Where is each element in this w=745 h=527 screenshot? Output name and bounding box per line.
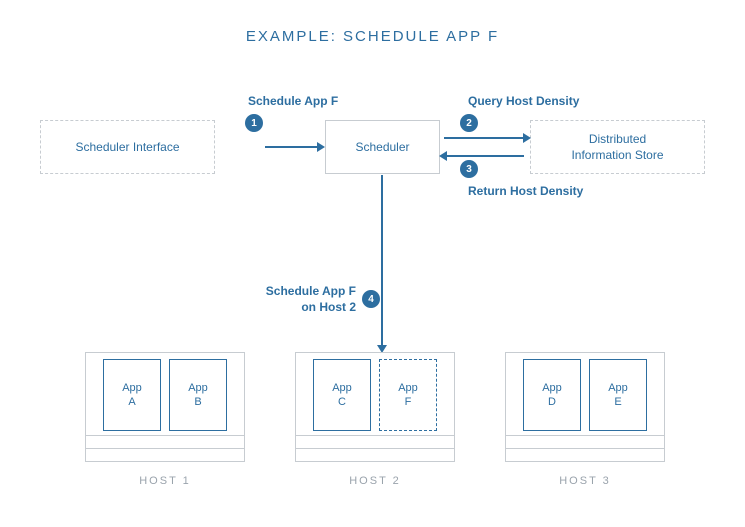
app-box: App A — [103, 359, 161, 431]
edge-label-1: Schedule App F — [248, 94, 338, 110]
edge-label-4: Schedule App F on Host 2 — [264, 284, 356, 315]
edge-label-2: Query Host Density — [468, 94, 579, 110]
step-badge-1: 1 — [245, 114, 263, 132]
app-box: App C — [313, 359, 371, 431]
app-box: App B — [169, 359, 227, 431]
host-label: HOST 3 — [505, 475, 665, 487]
app-box: App F — [379, 359, 437, 431]
node-scheduler: Scheduler — [325, 120, 440, 174]
app-box: App D — [523, 359, 581, 431]
host-label: HOST 1 — [85, 475, 245, 487]
step-badge-3: 3 — [460, 160, 478, 178]
step-badge-2: 2 — [460, 114, 478, 132]
diagram-title: EXAMPLE: SCHEDULE APP F — [0, 28, 745, 45]
node-info-store: Distributed Information Store — [530, 120, 705, 174]
host-box: App AApp B — [85, 352, 245, 462]
edge-label-3: Return Host Density — [468, 184, 583, 200]
host-label: HOST 2 — [295, 475, 455, 487]
host-box: App DApp E — [505, 352, 665, 462]
app-box: App E — [589, 359, 647, 431]
node-scheduler-interface: Scheduler Interface — [40, 120, 215, 174]
host-box: App CApp F — [295, 352, 455, 462]
step-badge-4: 4 — [362, 290, 380, 308]
